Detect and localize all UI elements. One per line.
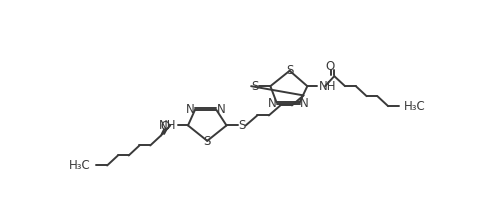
Text: NH: NH [159,119,176,132]
Text: H₃C: H₃C [69,159,91,172]
Text: S: S [286,63,294,77]
Text: S: S [238,119,245,132]
Text: S: S [251,80,259,93]
Text: NH: NH [319,80,336,93]
Text: N: N [268,97,276,110]
Text: O: O [326,60,335,73]
Text: N: N [300,97,309,110]
Text: N: N [217,103,225,116]
Text: S: S [203,135,211,148]
Text: H₃C: H₃C [404,100,426,113]
Text: O: O [160,120,170,133]
Text: N: N [186,103,195,116]
